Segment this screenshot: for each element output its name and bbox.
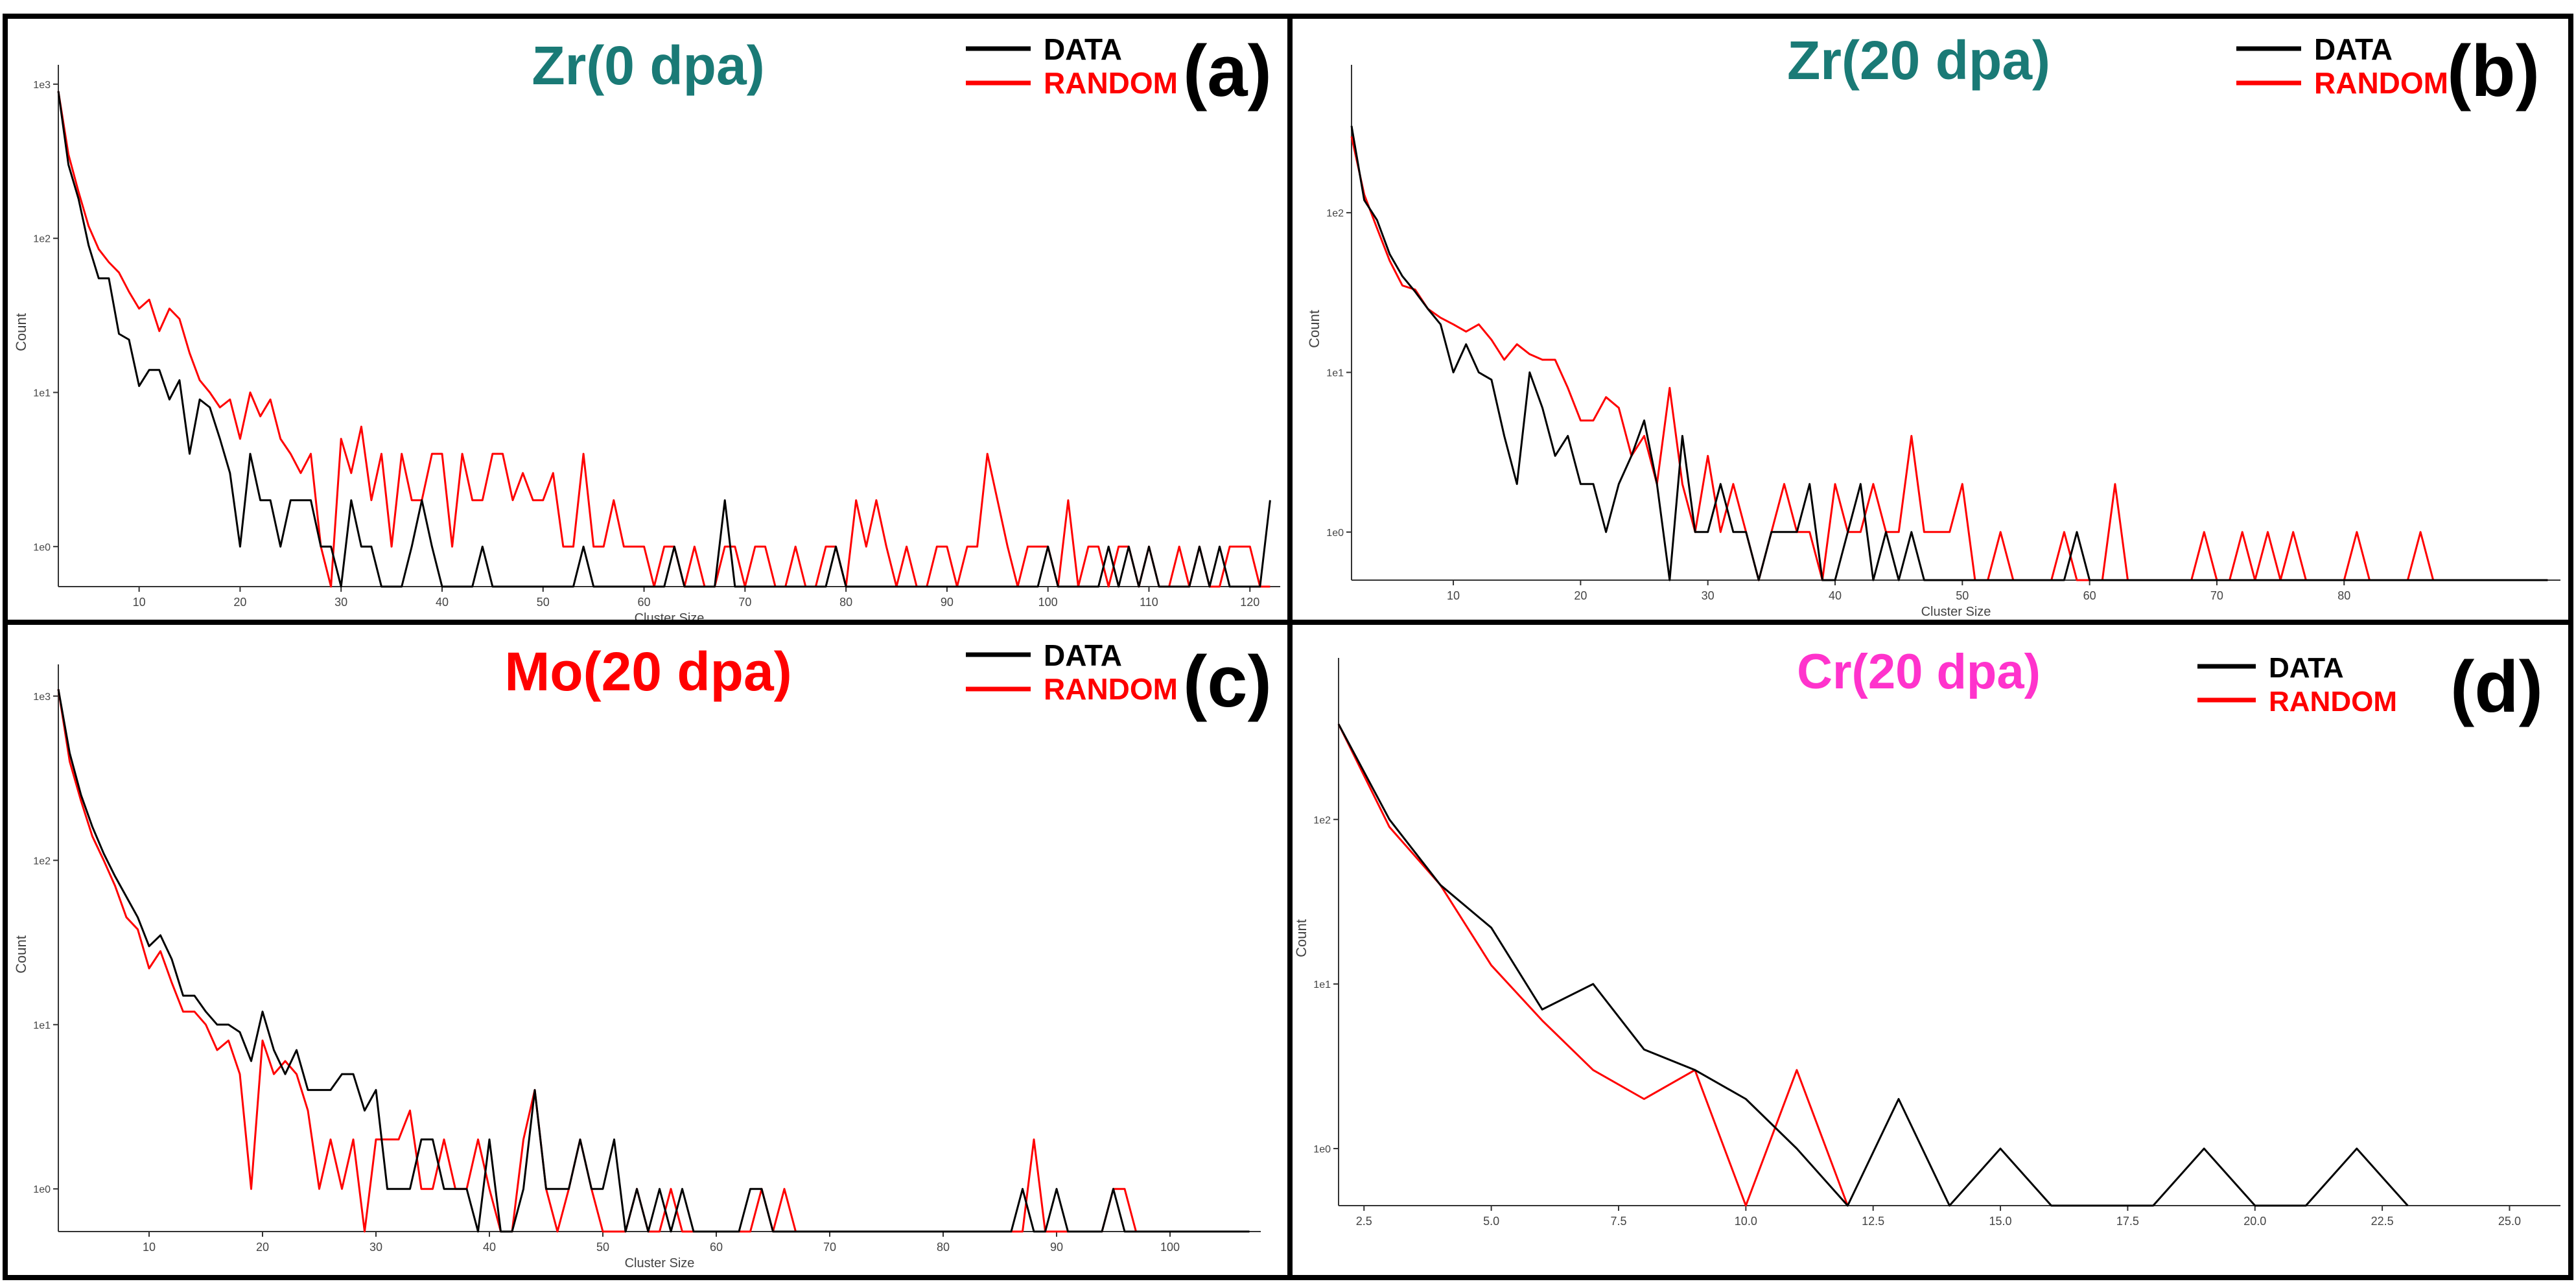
series-random-line-c bbox=[57, 689, 1250, 1233]
legend-a-data-label: DATA bbox=[1044, 32, 1122, 66]
series-data-line-a bbox=[57, 91, 1271, 588]
y-tick-label-c: 1e0 bbox=[33, 1184, 51, 1195]
legend-b-data-label: DATA bbox=[2314, 32, 2393, 66]
x-tick-label-d: 7.5 bbox=[1610, 1215, 1626, 1228]
y-axis-label-d: Count bbox=[1293, 919, 1309, 957]
x-tick-label-c: 70 bbox=[823, 1241, 836, 1254]
x-tick-label-b: 20 bbox=[1574, 589, 1587, 602]
panel-a-label: (a) bbox=[1183, 30, 1272, 111]
panel-b-title: Zr(20 dpa) bbox=[1787, 30, 2050, 91]
x-tick-label-c: 60 bbox=[710, 1241, 723, 1254]
y-tick-label-b: 1e0 bbox=[1326, 528, 1344, 539]
x-tick-label-d: 15.0 bbox=[1989, 1215, 2012, 1228]
y-axis-label-a: Count bbox=[13, 313, 29, 351]
x-tick-label-c: 80 bbox=[937, 1241, 950, 1254]
y-tick-label-c: 1e1 bbox=[33, 1020, 51, 1031]
panel-a-title: Zr(0 dpa) bbox=[532, 35, 764, 96]
x-tick-label-a: 110 bbox=[1140, 596, 1158, 609]
x-tick-label-a: 20 bbox=[233, 596, 246, 609]
x-tick-label-c: 50 bbox=[596, 1241, 609, 1254]
x-tick-label-d: 25.0 bbox=[2498, 1215, 2521, 1228]
x-tick-label-a: 60 bbox=[638, 596, 651, 609]
legend-b-random-label: RANDOM bbox=[2314, 66, 2448, 100]
panel-d-title: Cr(20 dpa) bbox=[1797, 644, 2041, 699]
panel-d-label: (d) bbox=[2450, 646, 2543, 727]
x-tick-label-c: 100 bbox=[1160, 1241, 1180, 1254]
x-tick-label-a: 30 bbox=[334, 596, 347, 609]
series-random-line-b bbox=[1350, 136, 2548, 581]
x-tick-label-d: 2.5 bbox=[1356, 1215, 1372, 1228]
y-axis-label-b: Count bbox=[1306, 310, 1322, 348]
legend-c-data-label: DATA bbox=[1044, 638, 1122, 672]
x-tick-label-b: 40 bbox=[1829, 589, 1842, 602]
series-random-line-a bbox=[57, 91, 1270, 588]
y-axis-label-c: Count bbox=[13, 935, 29, 974]
x-tick-label-a: 90 bbox=[941, 596, 954, 609]
x-tick-label-b: 60 bbox=[2083, 589, 2096, 602]
panel-d: 2.5 5.0 7.5 10.0 12.5 15.0 17.5 20.0 22.5 25.0 1e0… bbox=[1287, 620, 2573, 1280]
legend-c-random-label: RANDOM bbox=[1044, 672, 1178, 706]
x-axis-label-c: Cluster Size bbox=[625, 1256, 695, 1270]
x-tick-label-a: 70 bbox=[738, 596, 751, 609]
y-tick-label-a: 1e2 bbox=[33, 234, 51, 245]
x-tick-label-c: 40 bbox=[483, 1241, 496, 1254]
panel-c-label: (c) bbox=[1183, 641, 1272, 722]
x-tick-label-d: 5.0 bbox=[1483, 1215, 1499, 1228]
x-tick-label-d: 22.5 bbox=[2371, 1215, 2394, 1228]
x-tick-label-a: 80 bbox=[839, 596, 852, 609]
x-tick-label-a: 40 bbox=[436, 596, 449, 609]
x-axis-label-b: Cluster Size bbox=[1921, 605, 1991, 619]
x-tick-label-b: 80 bbox=[2337, 589, 2350, 602]
x-tick-label-c: 30 bbox=[369, 1241, 382, 1254]
y-tick-label-c: 1e2 bbox=[33, 856, 51, 867]
x-tick-label-a: 50 bbox=[537, 596, 550, 609]
legend-a-random-label: RANDOM bbox=[1044, 66, 1178, 100]
series-data-line-d bbox=[1337, 723, 2409, 1207]
x-tick-label-d: 12.5 bbox=[1862, 1215, 1884, 1228]
panel-c-title: Mo(20 dpa) bbox=[504, 641, 791, 702]
plot-d: 2.5 5.0 7.5 10.0 12.5 15.0 17.5 20.0 22.5 25.0 1e0… bbox=[1293, 658, 2560, 1228]
x-tick-label-b: 30 bbox=[1702, 589, 1715, 602]
plot-c: 10 20 30 40 50 60 70 80 90 100 1e0 1e1 1e2 1e3 Cluster… bbox=[13, 664, 1261, 1270]
x-tick-label-a: 120 bbox=[1240, 596, 1259, 609]
y-tick-label-b: 1e1 bbox=[1326, 368, 1344, 379]
y-tick-label-b: 1e2 bbox=[1326, 208, 1344, 219]
y-tick-label-a: 1e1 bbox=[33, 388, 51, 399]
panel-b: 10 20 30 40 50 60 70 80 1e0 1e1 1e2 Cluster Size Cou… bbox=[1287, 14, 2573, 625]
x-tick-label-d: 10.0 bbox=[1735, 1215, 1757, 1228]
y-tick-label-a: 1e3 bbox=[33, 80, 51, 91]
legend-d-data-label: DATA bbox=[2269, 652, 2344, 684]
x-tick-label-b: 10 bbox=[1447, 589, 1460, 602]
x-tick-label-a: 100 bbox=[1038, 596, 1058, 609]
x-tick-label-a: 10 bbox=[133, 596, 146, 609]
y-tick-label-c: 1e3 bbox=[33, 692, 51, 703]
series-data-line-b bbox=[1350, 125, 2548, 581]
x-tick-label-d: 17.5 bbox=[2116, 1215, 2139, 1228]
series-random-line-d bbox=[1337, 723, 1849, 1207]
x-tick-label-c: 90 bbox=[1050, 1241, 1063, 1254]
y-tick-label-d: 1e0 bbox=[1313, 1144, 1331, 1155]
x-tick-label-d: 20.0 bbox=[2243, 1215, 2266, 1228]
x-tick-label-c: 10 bbox=[143, 1241, 156, 1254]
x-tick-label-b: 50 bbox=[1956, 589, 1969, 602]
x-tick-label-b: 70 bbox=[2210, 589, 2223, 602]
y-tick-label-d: 1e2 bbox=[1313, 815, 1331, 826]
y-tick-label-d: 1e1 bbox=[1313, 979, 1331, 990]
panel-b-label: (b) bbox=[2447, 30, 2540, 111]
legend-d-random-label: RANDOM bbox=[2269, 686, 2397, 718]
x-tick-label-c: 20 bbox=[256, 1241, 269, 1254]
series-data-line-c bbox=[57, 689, 1250, 1233]
y-tick-label-a: 1e0 bbox=[33, 542, 51, 553]
plot-b: 10 20 30 40 50 60 70 80 1e0 1e1 1e2 Cluster Size Cou… bbox=[1306, 65, 2560, 619]
